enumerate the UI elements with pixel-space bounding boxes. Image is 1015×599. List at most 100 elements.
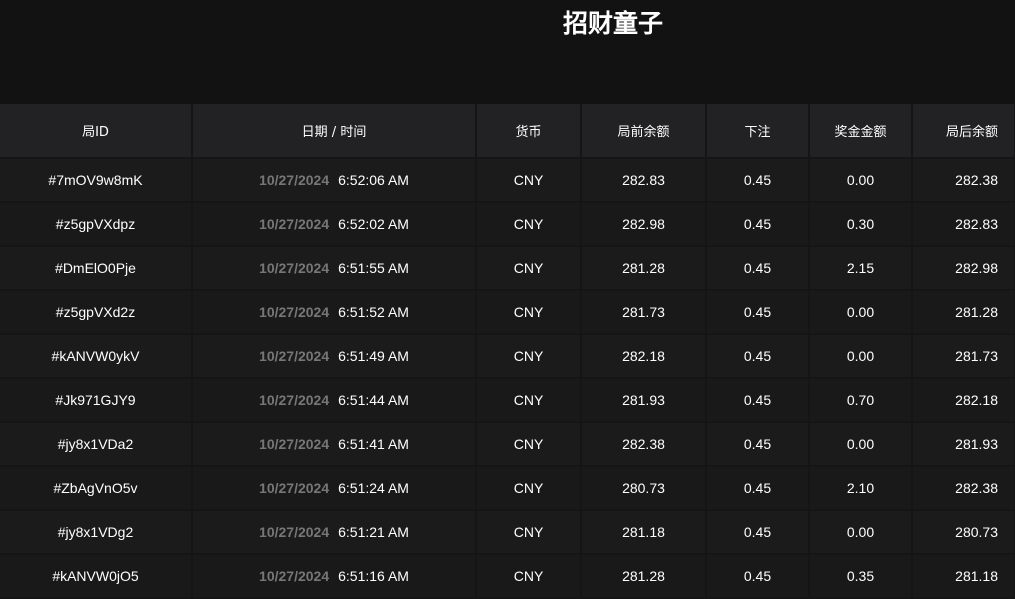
table-row[interactable]: #DmElO0Pje 10/27/2024 6:51:55 AM CNY 281.28 0…: [0, 246, 1015, 291]
table-row[interactable]: #kANVW0ykV 10/27/2024 6:51:49 AM CNY 282.18 0…: [0, 334, 1015, 379]
time: 6:51:55 AM: [338, 260, 409, 276]
time: 6:51:21 AM: [338, 524, 409, 540]
win-amount: 0.00: [809, 422, 913, 467]
win-amount: 0.30: [809, 202, 913, 247]
bet: 0.45: [706, 202, 810, 247]
date: 10/27/2024: [259, 392, 330, 408]
table-row[interactable]: #7mOV9w8mK 10/27/2024 6:52:06 AM CNY 282.83 0…: [0, 158, 1015, 203]
table-row[interactable]: #kANVW0jO5 10/27/2024 6:51:16 AM CNY 281.28 0…: [0, 554, 1015, 599]
time: 6:52:02 AM: [338, 216, 409, 232]
history-table: 局ID 日期 / 时间 货币 局前余额 下注 奖金金额 局后余额 #7mOV9w…: [0, 104, 1015, 599]
table-row[interactable]: #z5gpVXd2z 10/27/2024 6:51:52 AM CNY 281.73 0…: [0, 290, 1015, 335]
currency: CNY: [476, 246, 582, 291]
datetime-cell: 10/27/2024 6:51:52 AM: [192, 290, 477, 335]
win-amount: 0.00: [809, 510, 913, 555]
currency: CNY: [476, 422, 582, 467]
balance-after: 280.73: [912, 510, 1015, 555]
balance-before: 281.93: [581, 378, 707, 423]
column-header-balance-before: 局前余额: [581, 104, 707, 159]
datetime-cell: 10/27/2024 6:51:16 AM: [192, 554, 477, 599]
table-row[interactable]: #jy8x1VDa2 10/27/2024 6:51:41 AM CNY 282.38 0…: [0, 422, 1015, 467]
column-header-currency: 货币: [476, 104, 582, 159]
balance-after: 281.18: [912, 554, 1015, 599]
bet: 0.45: [706, 290, 810, 335]
datetime-cell: 10/27/2024 6:51:44 AM: [192, 378, 477, 423]
round-id[interactable]: #Jk971GJY9: [0, 378, 193, 423]
balance-before: 282.18: [581, 334, 707, 379]
currency: CNY: [476, 334, 582, 379]
balance-before: 280.73: [581, 466, 707, 511]
datetime-cell: 10/27/2024 6:51:24 AM: [192, 466, 477, 511]
round-id[interactable]: #jy8x1VDg2: [0, 510, 193, 555]
datetime-cell: 10/27/2024 6:51:49 AM: [192, 334, 477, 379]
round-id[interactable]: #DmElO0Pje: [0, 246, 193, 291]
balance-before: 281.73: [581, 290, 707, 335]
time: 6:51:24 AM: [338, 480, 409, 496]
currency: CNY: [476, 554, 582, 599]
round-id[interactable]: #ZbAgVnO5v: [0, 466, 193, 511]
table-row[interactable]: #z5gpVXdpz 10/27/2024 6:52:02 AM CNY 282.98 0…: [0, 202, 1015, 247]
table-row[interactable]: #jy8x1VDg2 10/27/2024 6:51:21 AM CNY 281.18 0…: [0, 510, 1015, 555]
win-amount: 2.15: [809, 246, 913, 291]
round-id[interactable]: #jy8x1VDa2: [0, 422, 193, 467]
date: 10/27/2024: [259, 480, 330, 496]
bet: 0.45: [706, 422, 810, 467]
bet: 0.45: [706, 466, 810, 511]
time: 6:51:49 AM: [338, 348, 409, 364]
currency: CNY: [476, 510, 582, 555]
time: 6:51:41 AM: [338, 436, 409, 452]
currency: CNY: [476, 158, 582, 203]
bet: 0.45: [706, 510, 810, 555]
page-title: 招财童子: [562, 9, 663, 38]
bet: 0.45: [706, 378, 810, 423]
currency: CNY: [476, 466, 582, 511]
date: 10/27/2024: [259, 436, 330, 452]
round-id[interactable]: #kANVW0jO5: [0, 554, 193, 599]
balance-after: 281.73: [912, 334, 1015, 379]
win-amount: 0.00: [809, 334, 913, 379]
win-amount: 2.10: [809, 466, 913, 511]
column-header-datetime: 日期 / 时间: [192, 104, 477, 159]
round-id[interactable]: #z5gpVXdpz: [0, 202, 193, 247]
balance-after: 281.93: [912, 422, 1015, 467]
table-row[interactable]: #ZbAgVnO5v 10/27/2024 6:51:24 AM CNY 280.73 0…: [0, 466, 1015, 511]
bet: 0.45: [706, 334, 810, 379]
column-header-round-id: 局ID: [0, 104, 193, 159]
currency: CNY: [476, 378, 582, 423]
datetime-cell: 10/27/2024 6:52:06 AM: [192, 158, 477, 203]
table-header: 局ID 日期 / 时间 货币 局前余额 下注 奖金金额 局后余额: [0, 104, 1015, 159]
column-header-bet: 下注: [706, 104, 810, 159]
win-amount: 0.00: [809, 158, 913, 203]
date: 10/27/2024: [259, 524, 330, 540]
balance-before: 281.28: [581, 554, 707, 599]
column-header-balance-after: 局后余额: [912, 104, 1015, 159]
balance-after: 282.38: [912, 158, 1015, 203]
time: 6:51:16 AM: [338, 568, 409, 584]
balance-before: 281.18: [581, 510, 707, 555]
win-amount: 0.00: [809, 290, 913, 335]
balance-before: 282.83: [581, 158, 707, 203]
balance-before: 282.38: [581, 422, 707, 467]
balance-before: 281.28: [581, 246, 707, 291]
currency: CNY: [476, 290, 582, 335]
table-row[interactable]: #Jk971GJY9 10/27/2024 6:51:44 AM CNY 281.93 0…: [0, 378, 1015, 423]
round-id[interactable]: #kANVW0ykV: [0, 334, 193, 379]
date: 10/27/2024: [259, 304, 330, 320]
date: 10/27/2024: [259, 216, 330, 232]
balance-after: 282.98: [912, 246, 1015, 291]
balance-before: 282.98: [581, 202, 707, 247]
time: 6:51:44 AM: [338, 392, 409, 408]
bet: 0.45: [706, 246, 810, 291]
balance-after: 282.83: [912, 202, 1015, 247]
date: 10/27/2024: [259, 348, 330, 364]
round-id[interactable]: #z5gpVXd2z: [0, 290, 193, 335]
time: 6:52:06 AM: [338, 172, 409, 188]
date: 10/27/2024: [259, 260, 330, 276]
round-id[interactable]: #7mOV9w8mK: [0, 158, 193, 203]
bet: 0.45: [706, 158, 810, 203]
time: 6:51:52 AM: [338, 304, 409, 320]
column-header-win: 奖金金额: [809, 104, 913, 159]
balance-after: 282.18: [912, 378, 1015, 423]
datetime-cell: 10/27/2024 6:51:41 AM: [192, 422, 477, 467]
datetime-cell: 10/27/2024 6:51:21 AM: [192, 510, 477, 555]
